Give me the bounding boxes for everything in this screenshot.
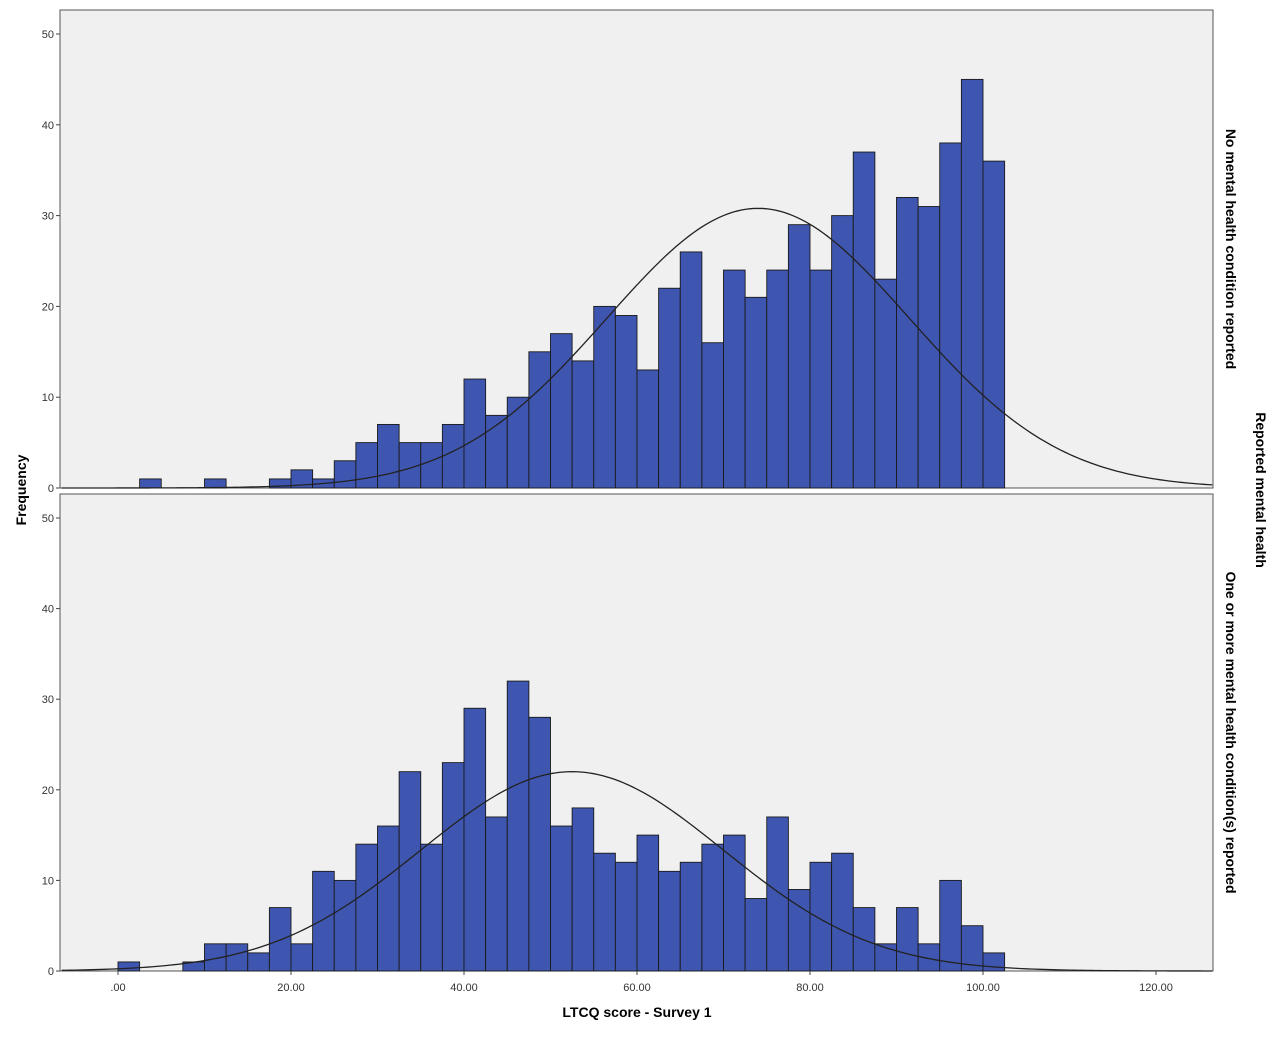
histogram-bar	[874, 278, 897, 489]
y-tick-label: 10	[42, 392, 54, 404]
normal-curve	[61, 771, 1213, 972]
panels-layer: 0 10 20 30 40 50 No mental health condition re…	[42, 9, 1239, 994]
histogram-bar	[636, 369, 660, 489]
histogram-bar	[355, 843, 378, 972]
histogram-bar	[831, 215, 854, 489]
histogram-bar	[463, 707, 487, 972]
panel-2: 0 10 20 30 40 50 One or more mental health con…	[42, 493, 1239, 978]
y-tick-label: 0	[48, 966, 54, 978]
x-tick-label: 80.00	[796, 982, 824, 994]
histogram-bar	[420, 843, 443, 972]
histogram-bar	[701, 843, 724, 972]
x-tick-label: .00	[110, 982, 125, 994]
histogram-bar	[420, 442, 443, 489]
histogram-bar	[960, 78, 984, 489]
histogram-bar	[636, 834, 660, 972]
y-tick-label: 50	[42, 513, 54, 525]
histogram-bar	[917, 206, 941, 489]
histogram-bar	[398, 771, 422, 972]
histogram-bar	[593, 852, 616, 972]
histogram-bar	[333, 879, 357, 972]
histogram-bar	[766, 269, 789, 489]
histogram-bar	[117, 961, 141, 972]
histogram-bar	[982, 160, 1006, 489]
histogram-bar	[550, 825, 573, 972]
histogram-bar	[723, 834, 746, 972]
histogram-bar	[982, 952, 1006, 972]
histogram-bar	[485, 414, 508, 489]
histogram-bar	[571, 360, 595, 489]
histogram-bar	[831, 852, 854, 972]
histogram-bar	[204, 478, 227, 489]
histogram-bar	[679, 861, 703, 972]
histogram-bar	[960, 925, 984, 972]
histogram-bar	[550, 333, 573, 489]
histogram-bar	[247, 952, 270, 972]
histogram-bar	[528, 716, 551, 972]
histogram-bar	[571, 807, 595, 972]
histogram-bar	[723, 269, 746, 489]
histogram-bar	[744, 898, 768, 972]
panel-label: No mental health condition reported	[1223, 129, 1239, 369]
histogram-bar	[939, 142, 962, 489]
histogram-bar	[506, 396, 530, 489]
facet-label: Reported mental health	[1253, 412, 1269, 568]
histogram-bar	[333, 460, 357, 489]
histogram-bar	[355, 442, 378, 489]
histogram-bar	[290, 943, 314, 972]
normal-curve	[61, 207, 1213, 489]
x-tick-label: 60.00	[623, 982, 651, 994]
histogram-bar	[441, 423, 465, 489]
x-tick-label: 120.00	[1139, 982, 1173, 994]
histogram-bar	[852, 151, 876, 489]
histogram-bar	[939, 879, 962, 972]
histogram-bar	[766, 816, 789, 972]
x-tick-label: 40.00	[450, 982, 478, 994]
histogram-bar	[787, 224, 811, 489]
histogram-bar	[658, 287, 681, 489]
histogram-bar	[485, 816, 508, 972]
y-tick-label: 10	[42, 875, 54, 887]
histogram-bar	[614, 861, 638, 972]
x-axis: .00 20.00 40.00 60.00 80.00 100.00 120.00	[110, 971, 1173, 994]
x-tick-label: 100.00	[966, 982, 1000, 994]
histogram-bar	[139, 478, 162, 489]
histogram-bar	[744, 296, 768, 489]
y-tick-label: 20	[42, 785, 54, 797]
histogram-bar	[809, 269, 833, 489]
y-tick-label: 30	[42, 211, 54, 223]
y-tick-label: 40	[42, 604, 54, 616]
y-tick-label: 30	[42, 694, 54, 706]
y-axis-label: Frequency	[13, 454, 29, 525]
histogram-bar	[593, 305, 616, 489]
histogram-bar	[658, 870, 681, 972]
histogram-bar	[377, 825, 400, 972]
histogram-bar	[528, 351, 551, 489]
y-tick-label: 0	[48, 483, 54, 495]
panel-label: One or more mental health condition(s) r…	[1223, 571, 1239, 893]
histogram-bar	[679, 251, 703, 489]
x-axis-label: LTCQ score - Survey 1	[562, 1004, 711, 1020]
y-tick-label: 50	[42, 29, 54, 41]
histogram-bar	[896, 196, 919, 489]
histogram-bar	[896, 907, 919, 972]
y-tick-label: 20	[42, 301, 54, 313]
histogram-bar	[614, 315, 638, 489]
histogram-bar	[809, 861, 833, 972]
y-tick-label: 40	[42, 120, 54, 132]
panel-1: 0 10 20 30 40 50 No mental health condition re…	[42, 9, 1239, 495]
histogram-bar	[463, 378, 487, 489]
histogram-bar	[506, 680, 530, 972]
x-tick-label: 20.00	[277, 982, 305, 994]
histogram-bar	[225, 943, 249, 972]
histogram-bar	[377, 423, 400, 489]
histogram-bar	[441, 762, 465, 972]
histogram-bar	[701, 342, 724, 489]
histogram-bar	[312, 870, 335, 972]
